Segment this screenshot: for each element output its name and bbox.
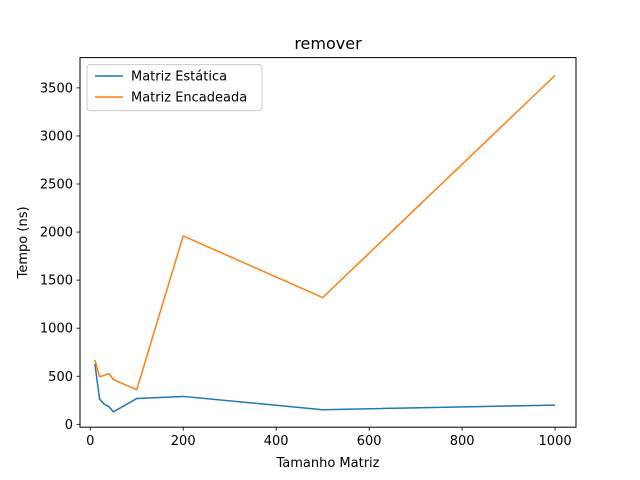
x-tick-label: 1000	[539, 434, 572, 449]
legend-label-matriz-encadeada: Matriz Encadeada	[131, 91, 247, 106]
series-layer	[94, 74, 556, 413]
legend-box	[86, 64, 263, 112]
legend-label-matriz-estatica: Matriz Estática	[131, 70, 227, 85]
y-tick-label: 2500	[40, 178, 73, 193]
x-axis-label: Tamanho Matriz	[275, 456, 379, 471]
y-tick-label: 3000	[40, 129, 73, 144]
x-axis: 0 200 400 600 800 1000	[86, 427, 572, 449]
plot-frame	[79, 57, 577, 428]
y-tick-label: 0	[65, 418, 73, 433]
x-tick-label: 600	[357, 434, 382, 449]
y-tick-label: 1500	[40, 274, 73, 289]
y-axis: 0 500 1000 1500 2000 2500 3000 3500	[40, 81, 80, 433]
x-tick-label: 400	[264, 434, 289, 449]
series-line-matriz-estatica	[94, 363, 556, 413]
x-tick-label: 800	[450, 434, 475, 449]
y-tick-label: 1000	[40, 322, 73, 337]
y-tick-label: 3500	[40, 81, 73, 96]
x-tick-label: 200	[171, 434, 196, 449]
y-tick-label: 500	[48, 370, 73, 385]
series-line-matriz-encadeada	[94, 74, 556, 391]
chart-title: remover	[294, 34, 362, 53]
legend: Matriz Estática Matriz Encadeada	[86, 64, 263, 112]
y-axis-label: Tempo (ns)	[16, 206, 31, 279]
x-tick-label: 0	[86, 434, 94, 449]
y-tick-label: 2000	[40, 226, 73, 241]
